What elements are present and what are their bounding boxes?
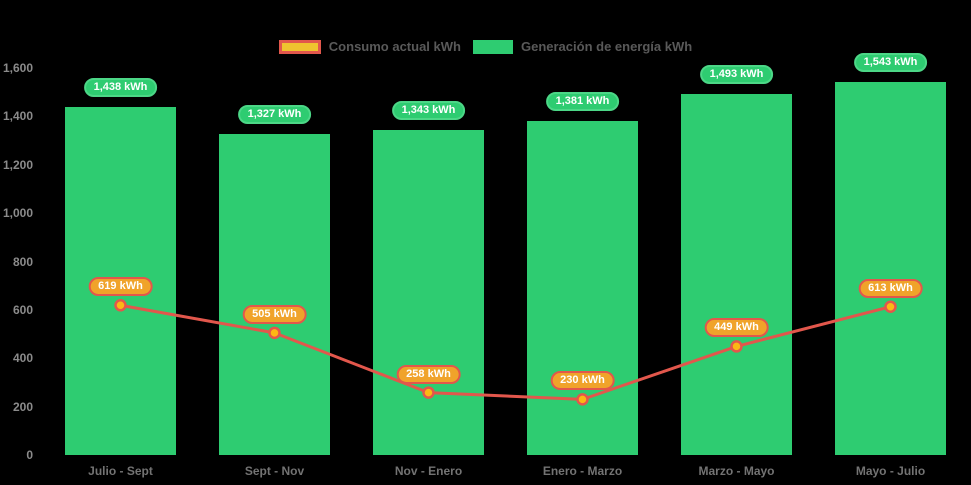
consumption-value-label: 230 kWh: [550, 371, 615, 391]
legend-item-generacion[interactable]: Generación de energía kWh: [472, 39, 693, 54]
x-axis-category-label: Marzo - Mayo: [698, 464, 775, 478]
y-axis-tick-label: 800: [12, 254, 33, 269]
y-axis-tick-label: 1,200: [2, 157, 33, 172]
legend-label-generacion: Generación de energía kWh: [520, 39, 693, 54]
x-axis-category-label: Sept - Nov: [244, 464, 305, 478]
legend-item-consumo[interactable]: Consumo actual kWh: [278, 39, 461, 54]
x-axis-category-label: Enero - Marzo: [542, 464, 623, 478]
generation-value-label: 1,327 kWh: [237, 105, 312, 125]
y-axis-tick-label: 200: [12, 399, 33, 414]
consumption-value-label: 613 kWh: [858, 278, 923, 298]
generation-bar: [681, 93, 792, 455]
consumption-value-label: 258 kWh: [396, 364, 461, 384]
generation-value-label: 1,543 kWh: [853, 52, 928, 72]
generation-bar: [373, 130, 484, 455]
y-axis-tick-label: 600: [12, 302, 33, 317]
generacion-swatch-icon: [472, 39, 513, 54]
y-axis-tick-label: 1,400: [2, 109, 33, 124]
generation-bar: [219, 134, 330, 455]
x-axis-category-label: Mayo - Julio: [855, 464, 926, 478]
y-axis-tick-label: 400: [12, 351, 33, 366]
consumo-swatch-icon: [278, 39, 321, 54]
chart-legend: Consumo actual kWh Generación de energía…: [0, 39, 971, 54]
generation-value-label: 1,381 kWh: [545, 91, 620, 111]
generation-value-label: 1,343 kWh: [391, 101, 466, 121]
generation-bar: [835, 81, 946, 455]
x-axis-category-label: Nov - Enero: [394, 464, 463, 478]
generation-value-label: 1,493 kWh: [699, 64, 774, 84]
consumption-value-label: 449 kWh: [704, 318, 769, 338]
x-axis-category-label: Julio - Sept: [88, 464, 153, 478]
generation-value-label: 1,438 kWh: [83, 78, 158, 98]
legend-label-consumo: Consumo actual kWh: [328, 39, 461, 54]
consumption-value-label: 505 kWh: [242, 304, 307, 324]
generation-bar: [527, 120, 638, 455]
y-axis-tick-label: 1,000: [2, 206, 33, 221]
consumption-value-label: 619 kWh: [88, 277, 153, 297]
y-axis-tick-label: 0: [26, 448, 33, 462]
y-axis-tick-label: 1,600: [2, 61, 33, 75]
